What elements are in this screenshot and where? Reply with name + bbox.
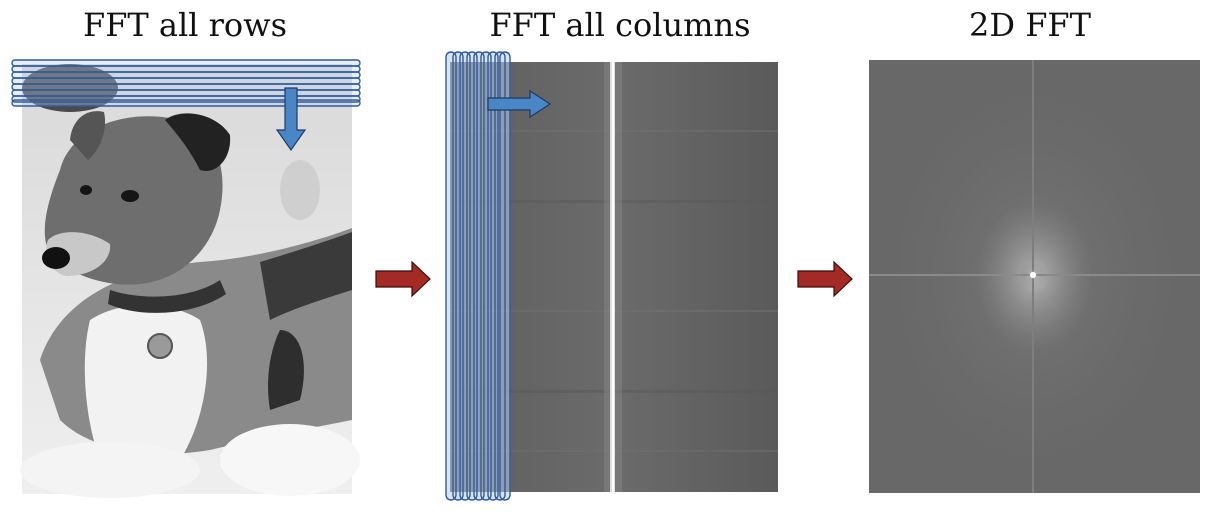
row-scan-bands	[11, 59, 361, 107]
column-scan-bands	[445, 51, 511, 501]
column-scan-arrow-icon	[487, 89, 552, 119]
dog-photo	[20, 64, 360, 498]
row-scan-arrow-icon	[275, 87, 307, 152]
panel-title-rows: FFT all rows	[82, 6, 287, 44]
flow-arrow-2-icon	[797, 260, 853, 298]
panel-title-columns: FFT all columns	[489, 6, 751, 44]
fft-2d-image	[869, 60, 1200, 493]
panel-title-2d: 2D FFT	[969, 6, 1091, 44]
flow-arrow-1-icon	[375, 260, 431, 298]
